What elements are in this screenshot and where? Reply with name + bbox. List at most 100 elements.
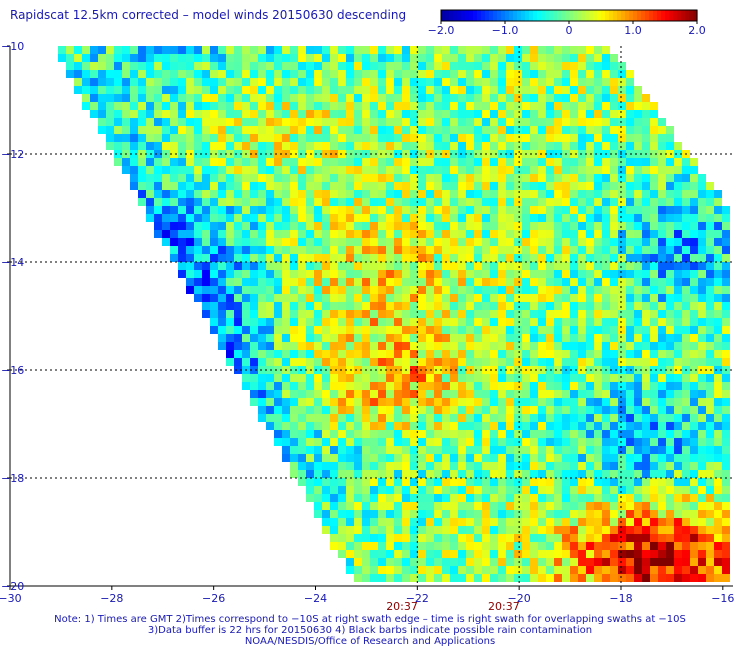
heatmap-cell [634, 214, 642, 222]
heatmap-cell [450, 262, 458, 270]
heatmap-cell [394, 566, 402, 574]
heatmap-cell [290, 406, 298, 414]
heatmap-cell [282, 62, 290, 70]
heatmap-cell [386, 494, 394, 502]
heatmap-cell [570, 406, 578, 414]
heatmap-cell [650, 550, 658, 558]
heatmap-cell [522, 326, 530, 334]
heatmap-cell [346, 190, 354, 198]
heatmap-cell [346, 414, 354, 422]
heatmap-cell [722, 550, 730, 558]
heatmap-cell [146, 110, 154, 118]
heatmap-cell [482, 262, 490, 270]
heatmap-cell [298, 78, 306, 86]
heatmap-cell [146, 198, 154, 206]
heatmap-cell [122, 62, 130, 70]
heatmap-cell [290, 182, 298, 190]
heatmap-cell [706, 286, 714, 294]
heatmap-cell [498, 390, 506, 398]
heatmap-cell [330, 222, 338, 230]
heatmap-cell [258, 238, 266, 246]
heatmap-cell [682, 262, 690, 270]
heatmap-cell [394, 494, 402, 502]
heatmap-cell [354, 302, 362, 310]
heatmap-cell [546, 486, 554, 494]
heatmap-cell [466, 438, 474, 446]
heatmap-cell [514, 46, 522, 54]
heatmap-cell [338, 526, 346, 534]
heatmap-cell [282, 294, 290, 302]
heatmap-cell [442, 510, 450, 518]
heatmap-cell [490, 454, 498, 462]
heatmap-cell [266, 390, 274, 398]
heatmap-cell [394, 438, 402, 446]
heatmap-cell [130, 86, 138, 94]
heatmap-cell [530, 70, 538, 78]
heatmap-cell [218, 118, 226, 126]
heatmap-cell [394, 102, 402, 110]
heatmap-cell [378, 158, 386, 166]
heatmap-cell [514, 238, 522, 246]
heatmap-cell [522, 454, 530, 462]
heatmap-cell [690, 318, 698, 326]
heatmap-cell [346, 70, 354, 78]
heatmap-cell [658, 326, 666, 334]
heatmap-cell [450, 326, 458, 334]
heatmap-cell [338, 430, 346, 438]
heatmap-cell [474, 294, 482, 302]
heatmap-cell [202, 190, 210, 198]
heatmap-cell [578, 574, 586, 582]
heatmap-cell [658, 502, 666, 510]
heatmap-cell [610, 310, 618, 318]
heatmap-cell [218, 254, 226, 262]
heatmap-cell [522, 422, 530, 430]
heatmap-cell [170, 182, 178, 190]
heatmap-cell [674, 438, 682, 446]
heatmap-cell [498, 486, 506, 494]
heatmap-cell [682, 374, 690, 382]
heatmap-cell [138, 158, 146, 166]
heatmap-cell [498, 166, 506, 174]
heatmap-cell [498, 70, 506, 78]
heatmap-cell [218, 222, 226, 230]
heatmap-cell [386, 358, 394, 366]
heatmap-cell [434, 326, 442, 334]
heatmap-cell [282, 190, 290, 198]
heatmap-cell [226, 166, 234, 174]
heatmap-cell [306, 246, 314, 254]
heatmap-cell [258, 214, 266, 222]
heatmap-cell [410, 78, 418, 86]
heatmap-cell [370, 230, 378, 238]
heatmap-cell [682, 518, 690, 526]
heatmap-cell [178, 78, 186, 86]
heatmap-cell [338, 470, 346, 478]
heatmap-cell [362, 62, 370, 70]
heatmap-cell [546, 254, 554, 262]
heatmap-cell [394, 462, 402, 470]
heatmap-cell [714, 230, 722, 238]
heatmap-cell [682, 246, 690, 254]
heatmap-cell [586, 518, 594, 526]
heatmap-cell [482, 494, 490, 502]
heatmap-cell [418, 526, 426, 534]
heatmap-cell [434, 206, 442, 214]
heatmap-cell [258, 86, 266, 94]
heatmap-cell [178, 94, 186, 102]
heatmap-cell [642, 158, 650, 166]
heatmap-cell [642, 550, 650, 558]
heatmap-cell [650, 486, 658, 494]
heatmap-cell [290, 294, 298, 302]
heatmap-cell [522, 494, 530, 502]
heatmap-cell [306, 398, 314, 406]
heatmap-cell [258, 390, 266, 398]
heatmap-cell [330, 358, 338, 366]
heatmap-cell [642, 238, 650, 246]
heatmap-cell [298, 326, 306, 334]
heatmap-cell [218, 182, 226, 190]
heatmap-cell [226, 70, 234, 78]
heatmap-cell [610, 462, 618, 470]
heatmap-cell [154, 134, 162, 142]
heatmap-cell [578, 166, 586, 174]
heatmap-cell [474, 526, 482, 534]
heatmap-cell [650, 174, 658, 182]
